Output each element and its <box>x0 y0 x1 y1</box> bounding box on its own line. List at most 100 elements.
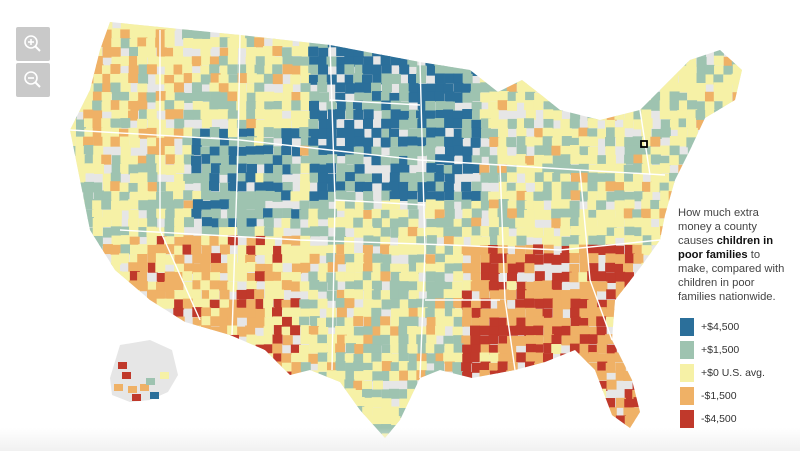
county-cell[interactable] <box>83 118 94 129</box>
county-cell[interactable] <box>669 172 680 183</box>
county-cell[interactable] <box>659 100 670 111</box>
county-cell[interactable] <box>524 371 535 382</box>
county-cell[interactable] <box>425 100 436 111</box>
county-cell[interactable] <box>579 100 590 111</box>
county-cell[interactable] <box>570 137 581 148</box>
county-cell[interactable] <box>227 416 238 427</box>
county-cell[interactable] <box>254 37 265 48</box>
county-cell[interactable] <box>597 244 608 255</box>
county-cell[interactable] <box>462 163 473 174</box>
county-cell[interactable] <box>128 386 137 393</box>
county-cell[interactable] <box>110 100 121 111</box>
county-cell[interactable] <box>317 209 328 220</box>
county-cell[interactable] <box>128 280 139 291</box>
county-cell[interactable] <box>353 56 364 67</box>
county-cell[interactable] <box>615 65 626 76</box>
county-cell[interactable] <box>560 21 571 31</box>
county-cell[interactable] <box>264 109 275 120</box>
county-cell[interactable] <box>219 353 230 364</box>
county-cell[interactable] <box>516 29 527 40</box>
county-cell[interactable] <box>596 29 607 40</box>
county-cell[interactable] <box>570 235 581 246</box>
county-cell[interactable] <box>282 335 293 346</box>
county-cell[interactable] <box>425 172 436 183</box>
county-cell[interactable] <box>498 181 509 192</box>
county-cell[interactable] <box>587 308 598 319</box>
county-cell[interactable] <box>552 370 563 381</box>
county-cell[interactable] <box>183 73 194 84</box>
county-cell[interactable] <box>641 109 652 120</box>
county-cell[interactable] <box>731 128 742 139</box>
county-cell[interactable] <box>201 325 212 336</box>
county-cell[interactable] <box>300 262 311 273</box>
county-cell[interactable] <box>200 172 211 183</box>
county-cell[interactable] <box>102 29 113 40</box>
county-cell[interactable] <box>308 46 319 57</box>
county-cell[interactable] <box>507 172 518 183</box>
county-cell[interactable] <box>416 146 427 157</box>
county-cell[interactable] <box>111 163 122 174</box>
county-cell[interactable] <box>461 245 472 256</box>
county-cell[interactable] <box>399 47 410 58</box>
county-cell[interactable] <box>408 263 419 274</box>
county-cell[interactable] <box>461 128 472 139</box>
county-cell[interactable] <box>551 208 562 219</box>
county-cell[interactable] <box>354 64 365 75</box>
county-cell[interactable] <box>290 74 301 85</box>
county-cell[interactable] <box>506 389 517 400</box>
county-cell[interactable] <box>470 38 481 49</box>
county-cell[interactable] <box>110 82 121 93</box>
county-cell[interactable] <box>263 326 274 337</box>
county-cell[interactable] <box>677 65 688 76</box>
county-cell[interactable] <box>102 406 113 417</box>
county-cell[interactable] <box>444 298 455 309</box>
county-cell[interactable] <box>173 46 184 57</box>
county-cell[interactable] <box>542 280 553 291</box>
county-cell[interactable] <box>561 128 572 139</box>
county-cell[interactable] <box>615 28 626 39</box>
county-cell[interactable] <box>389 388 400 399</box>
county-cell[interactable] <box>741 91 751 102</box>
county-cell[interactable] <box>336 307 347 318</box>
county-cell[interactable] <box>641 370 652 381</box>
county-cell[interactable] <box>381 82 392 93</box>
county-cell[interactable] <box>209 362 220 373</box>
county-cell[interactable] <box>299 388 310 399</box>
county-cell[interactable] <box>398 352 409 363</box>
county-cell[interactable] <box>363 56 374 67</box>
county-cell[interactable] <box>516 65 527 76</box>
county-cell[interactable] <box>408 118 419 129</box>
county-cell[interactable] <box>480 82 491 93</box>
county-cell[interactable] <box>173 280 184 291</box>
county-cell[interactable] <box>543 73 554 84</box>
county-cell[interactable] <box>291 253 302 264</box>
county-cell[interactable] <box>201 55 212 66</box>
county-cell[interactable] <box>615 271 626 282</box>
county-cell[interactable] <box>129 38 140 49</box>
county-cell[interactable] <box>273 164 284 175</box>
county-cell[interactable] <box>615 370 626 381</box>
county-cell[interactable] <box>101 389 112 400</box>
county-cell[interactable] <box>192 280 203 291</box>
county-cell[interactable] <box>542 289 553 300</box>
county-cell[interactable] <box>93 317 104 328</box>
county-cell[interactable] <box>66 254 76 265</box>
county-cell[interactable] <box>120 38 131 49</box>
county-cell[interactable] <box>173 388 184 399</box>
county-cell[interactable] <box>443 352 454 363</box>
county-cell[interactable] <box>300 100 311 111</box>
county-cell[interactable] <box>497 146 508 157</box>
county-cell[interactable] <box>272 334 283 345</box>
county-cell[interactable] <box>147 217 158 228</box>
county-cell[interactable] <box>525 155 536 166</box>
county-cell[interactable] <box>326 128 337 139</box>
county-cell[interactable] <box>290 191 301 202</box>
county-cell[interactable] <box>524 209 535 220</box>
county-cell[interactable] <box>569 388 580 399</box>
county-cell[interactable] <box>731 28 742 39</box>
county-cell[interactable] <box>651 317 662 328</box>
county-cell[interactable] <box>389 289 400 300</box>
county-cell[interactable] <box>75 299 86 310</box>
county-cell[interactable] <box>633 299 644 310</box>
county-cell[interactable] <box>641 199 652 210</box>
